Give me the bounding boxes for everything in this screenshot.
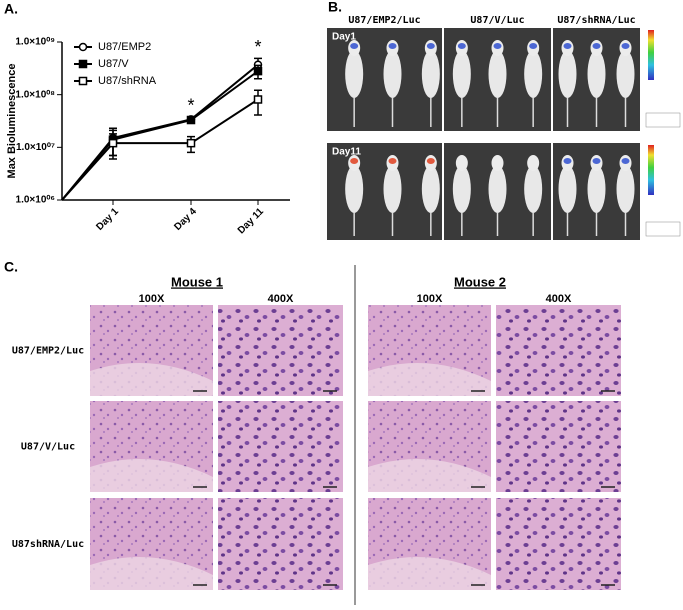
signal [621,158,630,164]
row-label: U87/EMP2/Luc [12,346,84,357]
mouse-body [587,165,606,213]
panel-label: B. [328,0,342,15]
histology-image [496,305,621,396]
mouse-label: Mouse 1 [171,274,223,289]
signal [563,158,572,164]
row-label: Day11 [332,147,361,158]
data-point [186,115,196,125]
histology-image [496,401,621,492]
color-scale [648,145,654,195]
x-tick-label: Day 1 [94,206,121,233]
panel-label: C. [4,259,18,275]
stroma [90,459,213,492]
mouse-body [345,165,364,213]
signal [426,43,435,49]
mouse-head [491,155,504,171]
column-label: U87/EMP2/Luc [348,15,420,26]
mouse-label: Mouse 2 [454,274,506,289]
stroma [90,363,213,396]
mouse-body [524,50,543,98]
column-label: U87/V/Luc [470,15,524,26]
legend-marker [78,42,88,52]
mouse-body [524,165,543,213]
data-point [186,138,196,148]
mouse-body [616,165,635,213]
annotation: * [254,37,261,57]
mouse-body [488,165,507,213]
x-tick-label: Day 4 [172,206,199,233]
stroma [90,557,213,590]
signal [350,158,359,164]
panel-label: A. [4,1,18,17]
mouse-head [527,155,540,171]
column-label: U87/shRNA/Luc [557,15,635,26]
y-tick-label: 1.0×10⁰⁹ [15,37,55,48]
magnification-label: 100X [139,293,165,305]
series-line [61,98,259,201]
row-label: U87/V/Luc [21,442,75,453]
signal [592,43,601,49]
signal [563,43,572,49]
mouse-body [488,50,507,98]
mouse-body [383,50,402,98]
mouse-head [455,155,468,171]
legend-marker [78,76,88,86]
legend-label: U87/shRNA [98,75,157,87]
signal [426,158,435,164]
data-point [253,95,263,104]
magnification-label: 400X [546,293,572,305]
legend-label: U87/EMP2 [98,41,151,53]
signal [457,43,466,49]
color-scale [648,30,654,80]
signal [493,43,502,49]
legend-label: U87/V [98,58,129,70]
legend-marker [78,59,88,69]
row-label: Day1 [332,32,356,43]
mouse-body [345,50,364,98]
series-line [61,63,259,201]
y-tick-label: 1.0×10⁰⁶ [16,195,55,206]
stroma [368,363,491,396]
x-tick-label: Day 11 [236,206,266,236]
signal [529,43,538,49]
signal [592,158,601,164]
y-tick-label: 1.0×10⁰⁸ [15,89,55,100]
mouse-body [558,165,577,213]
data-point [108,138,118,148]
signal [388,43,397,49]
mouse-body [616,50,635,98]
signal [621,43,630,49]
series-line [61,70,259,201]
histology-image [218,498,343,590]
row-label: U87shRNA/Luc [12,539,84,550]
scale-box [645,221,681,237]
stroma [368,459,491,492]
signal [350,43,359,49]
mouse-body [558,50,577,98]
data-point [253,66,263,76]
mouse-body [421,165,440,213]
magnification-label: 100X [417,293,443,305]
stroma [368,557,491,590]
annotation: * [187,96,194,116]
mouse-body [421,50,440,98]
histology-image [496,498,621,590]
scale-box [645,112,681,128]
magnification-label: 400X [268,293,294,305]
y-tick-label: 1.0×10⁰⁷ [16,142,55,153]
histology-image [218,305,343,396]
mouse-body [587,50,606,98]
histology-image [218,401,343,492]
mouse-body [452,165,471,213]
mouse-body [383,165,402,213]
y-axis-label: Max Bioluminescence [6,64,18,179]
signal [388,158,397,164]
mouse-body [452,50,471,98]
